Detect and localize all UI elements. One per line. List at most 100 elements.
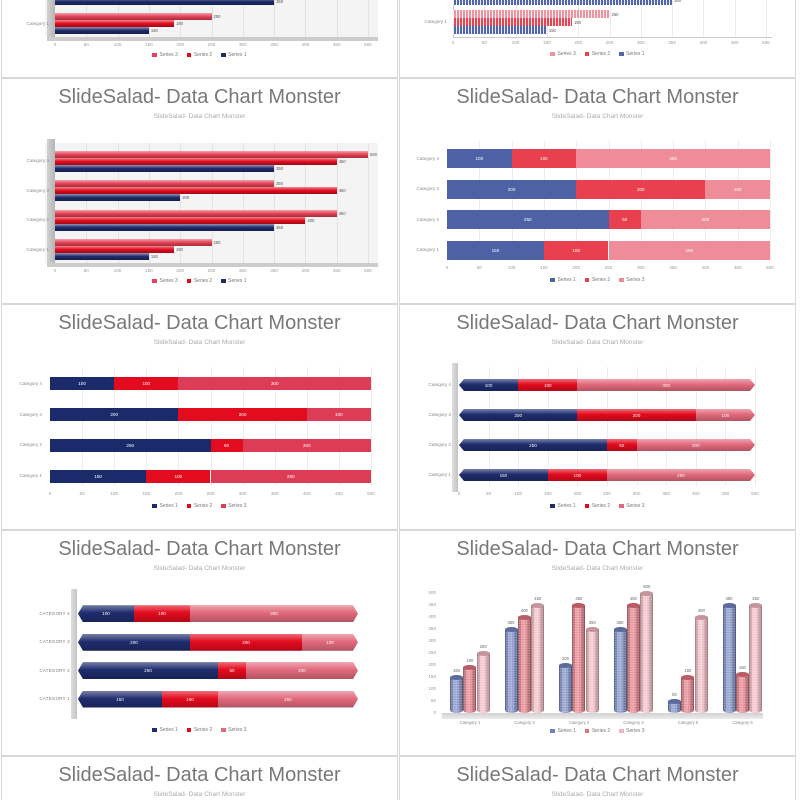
x-axis-tick-label: 350 [270,42,278,47]
legend-label: Series 1 [557,503,576,509]
chart-floor-3d [47,37,378,41]
bar-value-label: 350 [588,619,596,625]
stacked-segment: 150 [78,691,162,708]
slide-stacked-bar-3d-large[interactable]: SlideSalad- Data Chart Monster SlideSalad… [1,530,398,756]
y-axis-tick-label: 500 [428,590,436,595]
stacked-segment: 250 [608,240,770,260]
cylinder-bar [626,605,640,713]
cylinder-bar [749,605,763,713]
bar [55,253,149,260]
gridline [578,0,580,37]
x-axis-tick-label: 250 [604,265,613,270]
legend-item: Series 2 [186,503,212,509]
bar [55,216,306,224]
slide-title: SlideSalad- Data Chart Monster [58,86,341,108]
stacked-segment: 300 [178,377,371,391]
gridline [305,143,307,263]
legend-swatch-icon [186,727,192,733]
gridline [640,0,642,37]
category-label: Category 3 [428,412,451,417]
slide-title-only-partial-left[interactable]: SlideSalad- Data Chart Monster SlideSalad… [1,756,398,800]
bar [55,209,337,217]
bar-value-label: 450 [752,595,760,601]
slide-stacked-bar-flat-red[interactable]: SlideSalad- Data Chart Monster SlideSalad… [1,304,398,530]
slide-title: SlideSalad- Data Chart Monster [58,312,341,334]
bar-3d-shading [459,439,755,451]
slide-bar3d-clustered-partial-top[interactable]: SlideSalad- Data Chart MonsterSlideSalad… [1,0,398,78]
y-axis-tick-label: 50 [430,698,436,703]
x-axis-tick-label: 350 [662,491,671,496]
chart-legend: Series 1 Series 2 Series 3 [400,503,795,509]
x-axis-tick-label: 200 [174,491,183,496]
cylinder-bar [450,677,463,713]
cylinder-top-cap [572,602,586,608]
legend-swatch-icon [550,51,555,57]
legend-swatch-icon [619,728,624,734]
segment-value-label: 250 [78,662,218,679]
slide-cylinder-columns[interactable]: SlideSalad- Data Chart Monster SlideSalad… [399,530,796,756]
stacked-bar: 200 200 100 [447,179,770,199]
x-axis-tick-label: 200 [176,42,185,47]
stacked-segment: 300 [576,149,770,168]
stacked-segment: 100 [114,377,179,391]
cylinder-top-cap [613,626,627,632]
segment-value-label: 200 [507,186,516,192]
x-axis-tick-label: 200 [573,491,582,496]
bar-value-label: 400 [520,607,528,613]
legend-swatch-icon [584,503,590,509]
bar [453,26,547,34]
segment-value-label: 300 [577,379,755,391]
x-axis-tick-label: 300 [238,42,247,47]
segment-value-label: 100 [548,469,607,481]
chart-legend: Series 3 Series 2 Series 1 [2,278,397,284]
x-axis-tick-label: 400 [701,265,710,270]
chart-legend: Series 1 Series 2 Series 3 [400,277,795,283]
category-label: Category 2 [428,442,451,447]
segment-value-label: 200 [238,412,247,418]
gridline [336,0,338,37]
segment-value-label: 250 [286,473,295,479]
slide-bar3d-clustered[interactable]: SlideSalad- Data Chart Monster SlideSalad… [1,78,398,304]
segment-value-label: 150 [78,691,162,708]
bar-value-label: 190 [175,21,183,26]
stacked-segment: 100 [543,240,609,260]
y-axis-tick-label: 200 [428,662,436,667]
x-axis-tick-label: 450 [721,491,730,496]
category-label: CATEGORY 1 [39,696,70,701]
bar-value-label: 350 [276,165,284,171]
cylinder-top-cap [640,590,654,596]
slide-stacked-bar-flat-blue[interactable]: SlideSalad- Data Chart Monster SlideSalad… [399,78,796,304]
legend-label: Series 2 [591,51,611,57]
slide-stacked-bar-3d[interactable]: SlideSalad- Data Chart Monster SlideSalad… [399,304,796,530]
gridline [636,367,638,486]
bar-value-label: 450 [575,595,583,601]
bar-3d-shading [459,409,755,421]
segment-value-label: 150 [459,469,548,481]
x-axis-tick-label: 100 [110,491,119,496]
x-axis-tick-label: 150 [540,265,548,270]
cylinder-top-cap [681,674,695,680]
legend-swatch-icon [186,278,192,284]
slide-title-only-partial-right[interactable]: SlideSalad- Data Chart Monster SlideSalad… [399,756,796,800]
x-axis-tick-label: 100 [113,268,122,273]
bar [55,194,181,201]
slide-subtitle: SlideSalad- Data Chart Monster [551,339,644,346]
stacked-segment: 50 [608,210,641,229]
x-axis-tick-label: 250 [603,491,611,496]
bar [55,13,212,20]
bar-value-label: 500 [370,151,377,157]
segment-value-label: 200 [110,412,119,418]
slide-title: SlideSalad- Data Chart Monster [456,86,739,108]
gridline [274,143,276,263]
cylinder-top-cap [476,650,490,656]
stacked-segment: 100 [548,469,607,481]
x-axis-tick-label: 0 [457,491,461,496]
slide-bar-pattern-clustered-partial[interactable]: SlideSalad- Data Chart MonsterSlideSalad… [399,0,796,78]
bar-value-label: 450 [338,188,346,193]
bar-value-label: 450 [629,595,637,601]
chart-wall-3d [71,589,77,719]
legend-item: Series 3 [619,728,645,734]
chart-g3d: 150 190 250 Category 1 350 400 450 Category 2 20… [2,79,397,303]
legend-label: Series 3 [159,52,178,58]
legend-item: Series 1 [152,503,178,509]
